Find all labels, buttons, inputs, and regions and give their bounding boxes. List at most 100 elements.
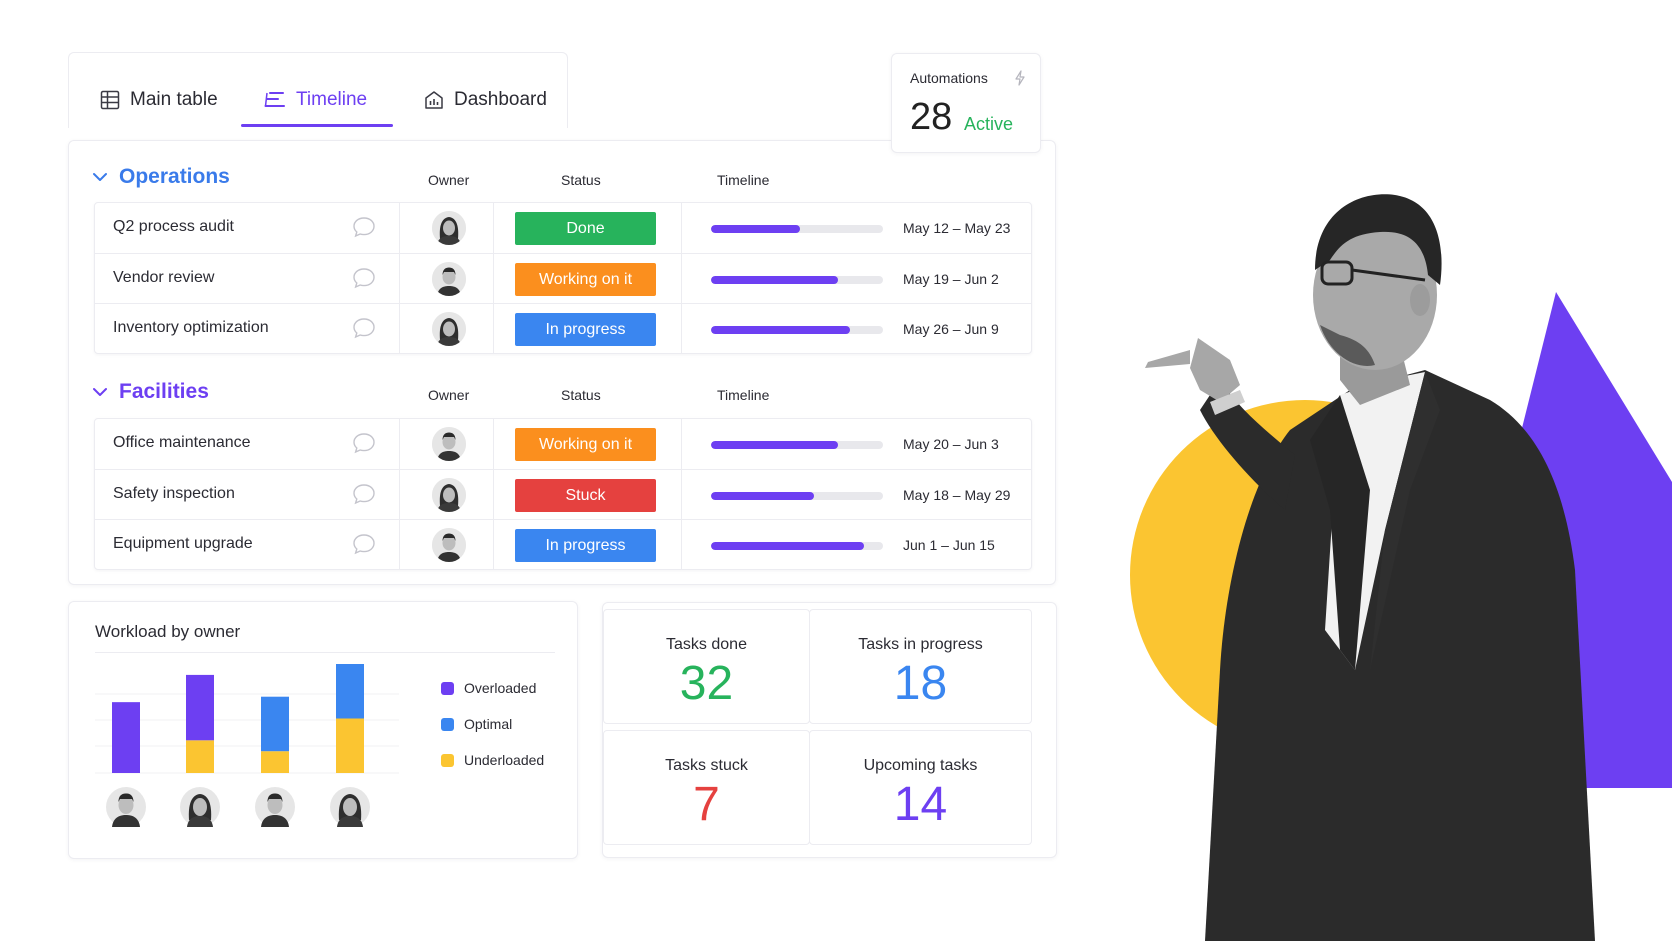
tab-label: Dashboard (454, 89, 547, 110)
timeline-bar[interactable] (711, 542, 883, 550)
stat-label: Tasks stuck (665, 757, 748, 774)
timeline-bar[interactable] (711, 225, 883, 233)
owner-avatar[interactable] (432, 528, 466, 562)
table-row[interactable]: Inventory optimization In progress May 2… (95, 303, 1031, 353)
timeline-bar[interactable] (711, 276, 883, 284)
table-row[interactable]: Safety inspection Stuck May 18 – May 29 (95, 469, 1031, 519)
stat-value: 18 (893, 657, 948, 710)
group-header-operations[interactable]: Operations (93, 165, 230, 189)
group-header-facilities[interactable]: Facilities (93, 380, 209, 404)
legend-label: Overloaded (464, 680, 537, 696)
table-row[interactable]: Q2 process audit Done May 12 – May 23 (95, 203, 1031, 253)
tab-dashboard[interactable]: Dashboard (416, 89, 555, 129)
group-title: Facilities (119, 380, 209, 403)
owner-avatar[interactable] (432, 427, 466, 461)
timeline-dates: May 26 – Jun 9 (903, 321, 999, 337)
status-badge[interactable]: In progress (515, 529, 656, 562)
timeline-dates: Jun 1 – Jun 15 (903, 537, 995, 553)
automations-count: 28 (910, 96, 953, 138)
board: Operations Owner Status Timeline Q2 proc… (68, 140, 1056, 585)
group-table-operations: Q2 process audit Done May 12 – May 23 Ve… (94, 202, 1032, 354)
owner-avatar[interactable] (330, 787, 370, 827)
bar-segment-optimal (336, 664, 364, 719)
group-title: Operations (119, 165, 230, 188)
timeline-dates: May 12 – May 23 (903, 220, 1011, 236)
legend-label: Underloaded (464, 752, 545, 768)
timeline-icon (264, 92, 285, 107)
stat-value: 7 (693, 778, 720, 831)
status-badge[interactable]: Stuck (515, 479, 656, 512)
owner-avatar[interactable] (106, 787, 146, 827)
chevron-down-icon[interactable] (93, 387, 107, 397)
bar-segment-underloaded (186, 740, 214, 773)
status-badge[interactable]: In progress (515, 313, 656, 346)
comment-icon[interactable] (352, 483, 376, 505)
comment-icon[interactable] (352, 267, 376, 289)
column-header-timeline: Timeline (717, 172, 770, 188)
table-icon (100, 90, 120, 110)
stat-card-upcoming-tasks[interactable]: Upcoming tasks 14 (809, 730, 1032, 845)
item-name[interactable]: Inventory optimization (113, 319, 269, 336)
bar-segment-optimal (261, 696, 289, 752)
tab-timeline[interactable]: Timeline (256, 89, 375, 129)
timeline-bar[interactable] (711, 326, 883, 334)
automations-card[interactable]: Automations 28 Active (891, 53, 1041, 153)
legend-item-optimal: Optimal (441, 716, 512, 732)
legend-swatch (441, 717, 454, 731)
workload-card: Workload by owner Overloaded Optimal Und… (68, 601, 578, 859)
divider (95, 652, 555, 653)
item-name[interactable]: Equipment upgrade (113, 535, 253, 552)
comment-icon[interactable] (352, 317, 376, 339)
presenter-person (1145, 194, 1595, 941)
owner-avatar[interactable] (432, 211, 466, 245)
column-header-owner: Owner (428, 172, 470, 188)
tab-label: Timeline (296, 89, 368, 110)
legend-label: Optimal (464, 716, 513, 732)
owner-avatar[interactable] (255, 787, 295, 827)
status-badge[interactable]: Working on it (515, 428, 656, 461)
owner-avatar[interactable] (432, 312, 466, 346)
bar-segment-underloaded (261, 751, 289, 773)
bar-segment-overloaded (186, 674, 214, 741)
comment-icon[interactable] (352, 432, 376, 454)
legend-swatch (441, 681, 454, 695)
stat-card-tasks-stuck[interactable]: Tasks stuck 7 (603, 730, 810, 845)
group-table-facilities: Office maintenance Working on it May 20 … (94, 418, 1032, 570)
status-badge[interactable]: Working on it (515, 263, 656, 296)
timeline-dates: May 19 – Jun 2 (903, 271, 999, 287)
stat-value: 14 (893, 778, 948, 831)
comment-icon[interactable] (352, 533, 376, 555)
column-header-status: Status (561, 387, 601, 403)
item-name[interactable]: Q2 process audit (113, 218, 234, 235)
column-header-owner: Owner (428, 387, 470, 403)
table-row[interactable]: Vendor review Working on it May 19 – Jun… (95, 253, 1031, 303)
stat-card-tasks-in-progress[interactable]: Tasks in progress 18 (809, 609, 1032, 724)
status-badge[interactable]: Done (515, 212, 656, 245)
comment-icon[interactable] (352, 216, 376, 238)
male-avatar-icon (432, 427, 466, 461)
owner-avatar[interactable] (432, 262, 466, 296)
tab-main-table[interactable]: Main table (92, 89, 226, 129)
active-tab-indicator (241, 124, 393, 127)
workload-title: Workload by owner (95, 622, 241, 641)
stat-card-tasks-done[interactable]: Tasks done 32 (603, 609, 810, 724)
table-row[interactable]: Office maintenance Working on it May 20 … (95, 419, 1031, 469)
chevron-down-icon[interactable] (93, 172, 107, 182)
automations-status: Active (964, 114, 1014, 134)
dashboard-icon (425, 91, 443, 109)
table-row[interactable]: Equipment upgrade In progress Jun 1 – Ju… (95, 519, 1031, 569)
stat-label: Upcoming tasks (863, 757, 978, 774)
owner-avatar[interactable] (432, 478, 466, 512)
stats-panel: Tasks done 32 Tasks in progress 18 Tasks… (602, 602, 1057, 858)
stat-label: Tasks in progress (858, 636, 983, 653)
owner-avatar[interactable] (180, 787, 220, 827)
item-name[interactable]: Safety inspection (113, 485, 235, 502)
timeline-bar[interactable] (711, 441, 883, 449)
item-name[interactable]: Vendor review (113, 269, 215, 286)
column-header-status: Status (561, 172, 601, 188)
timeline-bar[interactable] (711, 492, 883, 500)
item-name[interactable]: Office maintenance (113, 434, 251, 451)
timeline-dates: May 20 – Jun 3 (903, 436, 999, 452)
legend-item-overloaded: Overloaded (441, 680, 536, 696)
timeline-dates: May 18 – May 29 (903, 487, 1011, 503)
